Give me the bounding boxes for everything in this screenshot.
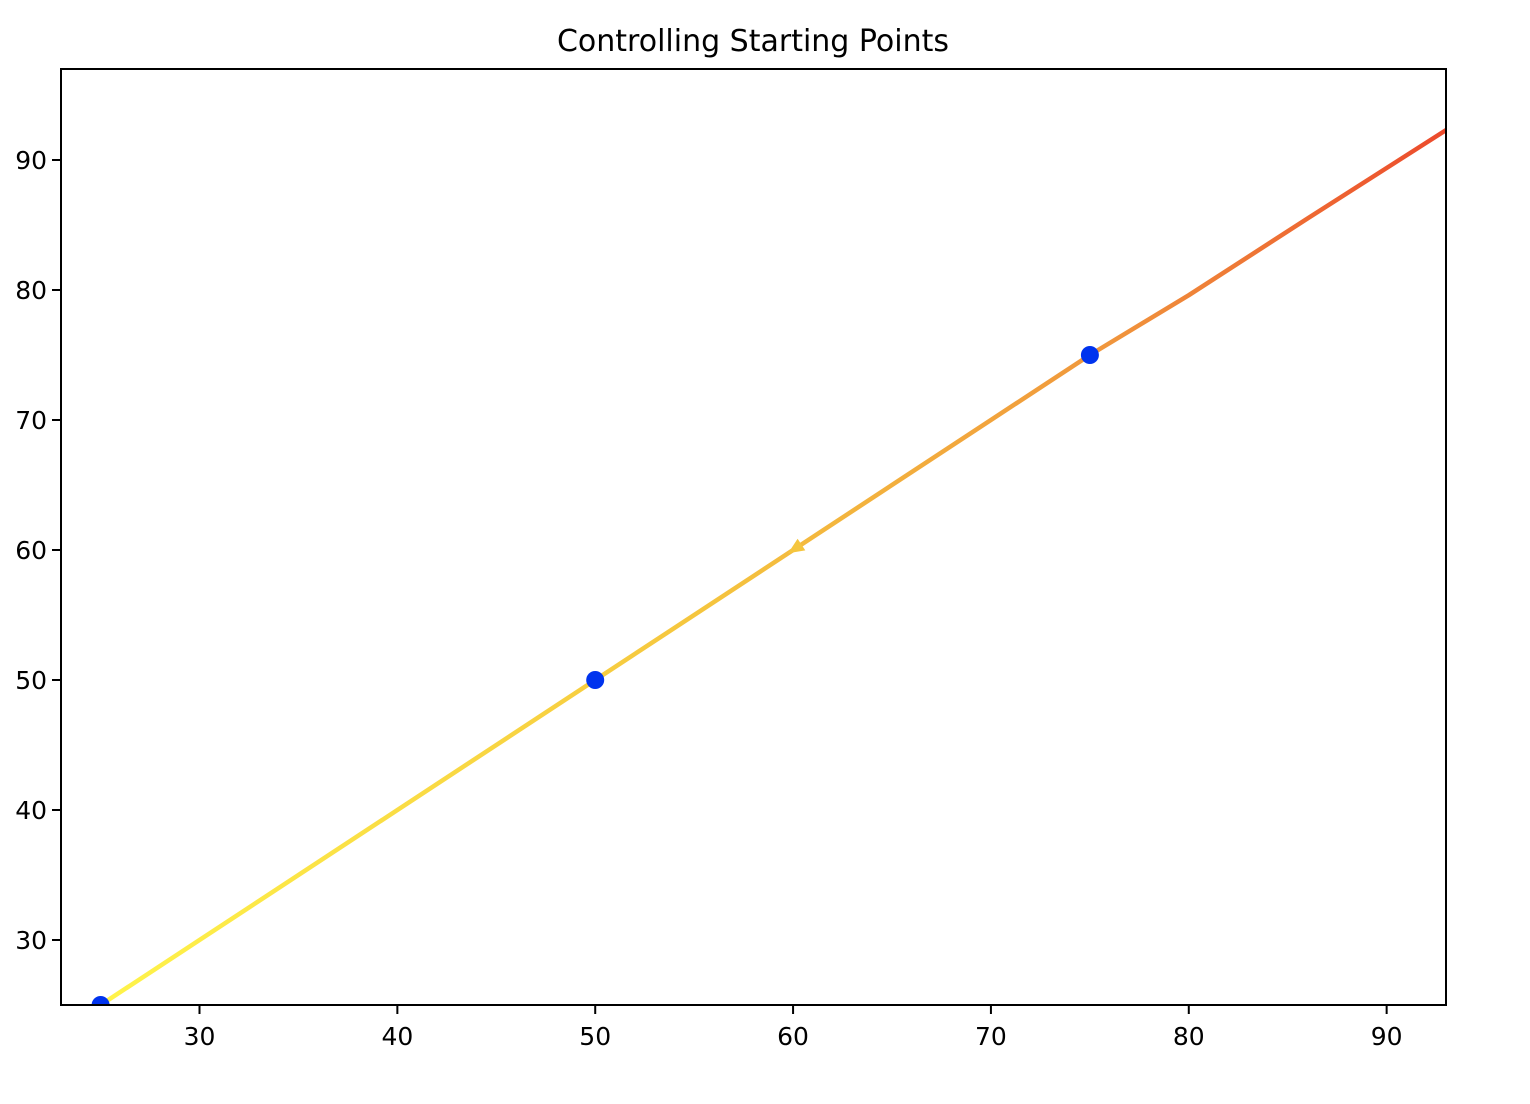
x-tick-label-6: 90 bbox=[1371, 1022, 1403, 1051]
x-axis: 30 40 50 60 70 80 90 bbox=[184, 1005, 1403, 1051]
y-axis: 30 40 50 60 70 80 90 bbox=[15, 146, 61, 955]
x-tick-label-5: 80 bbox=[1173, 1022, 1205, 1051]
y-tick-label-6: 90 bbox=[15, 146, 47, 175]
x-tick-label-0: 30 bbox=[184, 1022, 216, 1051]
x-tick-label-2: 50 bbox=[579, 1022, 611, 1051]
y-tick-label-1: 40 bbox=[15, 796, 47, 825]
streamline-arrow bbox=[788, 538, 806, 554]
y-tick-label-3: 60 bbox=[15, 536, 47, 565]
chart-title: Controlling Starting Points bbox=[557, 24, 949, 59]
x-tick-label-3: 60 bbox=[777, 1022, 809, 1051]
streamline bbox=[98, 127, 1446, 1005]
axes-frame bbox=[60, 68, 1447, 1006]
y-tick-label-5: 80 bbox=[15, 276, 47, 305]
start-points bbox=[91, 346, 1099, 1005]
y-tick-label-0: 30 bbox=[15, 926, 47, 955]
y-tick-label-4: 70 bbox=[15, 406, 47, 435]
start-point-0 bbox=[91, 996, 110, 1005]
y-tick-label-2: 50 bbox=[15, 666, 47, 695]
x-tick-label-4: 70 bbox=[975, 1022, 1007, 1051]
start-point-2 bbox=[1080, 346, 1099, 364]
start-point-1 bbox=[586, 671, 605, 689]
plot-area bbox=[91, 127, 1446, 1005]
x-tick-label-1: 40 bbox=[381, 1022, 413, 1051]
